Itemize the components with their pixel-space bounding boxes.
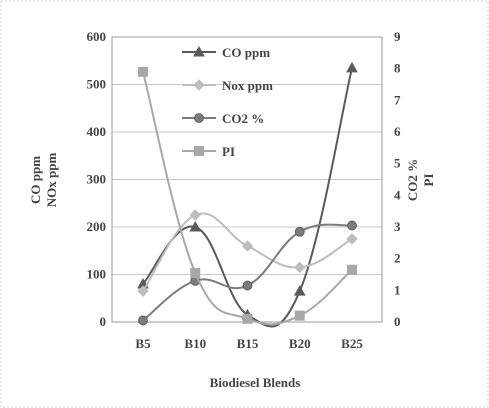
- y-tick-right-3: 3: [394, 219, 401, 234]
- series-line-co-ppm: [142, 67, 353, 328]
- point-co-ppm-B25: [346, 61, 358, 73]
- series-co2: [138, 220, 357, 326]
- point-co-ppm-B10: [189, 220, 202, 232]
- x-axis-label: Biodiesel Blends: [210, 375, 301, 390]
- gridlines: [112, 84, 382, 275]
- x-tick-B15: B15: [237, 336, 259, 351]
- y-tick-right-0: 0: [394, 314, 401, 329]
- legend-marker-co2: [194, 113, 204, 123]
- y-tick-right-6: 6: [394, 124, 401, 139]
- point-nox-ppm-B5: [137, 285, 149, 297]
- x-tick-B5: B5: [135, 336, 151, 351]
- legend-item-co2: CO2 %: [182, 111, 264, 126]
- point-co-ppm-B20: [293, 285, 306, 296]
- point-pi-B15: [242, 313, 253, 324]
- point-nox-ppm-B25: [346, 233, 358, 245]
- y-tick-right-5: 5: [394, 156, 401, 171]
- y-axis-label-left-1: CO ppm: [28, 156, 43, 204]
- point-pi-B25: [347, 264, 357, 275]
- y-tick-left-400: 400: [87, 124, 107, 139]
- series-line-pi: [142, 71, 353, 326]
- legend-item-co-ppm: CO ppm: [182, 45, 270, 60]
- y-tick-left-100: 100: [87, 267, 107, 282]
- y-tick-right-9: 9: [394, 29, 401, 44]
- y-tick-left-600: 600: [87, 29, 107, 44]
- series-nox-ppm: [137, 209, 358, 297]
- y-tick-right-7: 7: [394, 92, 401, 107]
- y-tick-left-300: 300: [87, 172, 107, 187]
- point-pi-B20: [294, 310, 305, 321]
- y-tick-right-4: 4: [394, 187, 401, 202]
- legend-label-pi: PI: [222, 144, 235, 159]
- legend-marker-nox-ppm: [193, 79, 205, 91]
- legend-marker-pi: [194, 146, 204, 156]
- y-axis-label-left-2: NOx ppm: [44, 153, 59, 208]
- y-tick-left-500: 500: [87, 77, 107, 92]
- x-tick-B20: B20: [289, 336, 311, 351]
- series-layer: [137, 61, 358, 328]
- legend-item-nox-ppm: Nox ppm: [182, 78, 273, 93]
- legend-item-pi: PI: [182, 144, 235, 159]
- legend-label-nox-ppm: Nox ppm: [222, 78, 273, 93]
- point-nox-ppm-B15: [241, 240, 254, 252]
- legend-label-co2: CO2 %: [222, 111, 264, 126]
- point-co2-B15: [242, 280, 253, 291]
- series-pi: [138, 66, 357, 326]
- x-tick-B10: B10: [184, 336, 206, 351]
- y-tick-left-200: 200: [87, 219, 107, 234]
- point-co2-B20: [294, 226, 305, 237]
- point-co2-B5: [138, 315, 148, 326]
- y-tick-right-2: 2: [394, 251, 401, 266]
- legend-label-co-ppm: CO ppm: [222, 45, 270, 60]
- point-co2-B25: [347, 220, 357, 231]
- y-tick-right-1: 1: [394, 282, 401, 297]
- legend: CO ppm Nox ppm CO2 % PI: [182, 45, 273, 159]
- point-pi-B5: [138, 66, 148, 77]
- y-axis-label-right-1: CO2 %: [405, 159, 420, 201]
- point-pi-B10: [190, 267, 201, 278]
- legend-marker-co-ppm: [193, 45, 205, 57]
- axes: 0 100 200 300 400 500 600 0 1 2 3 4 5 6 7 8 9 B5 B10 B15 B20…: [87, 29, 402, 351]
- y-tick-left-0: 0: [100, 314, 107, 329]
- x-tick-B25: B25: [341, 336, 363, 351]
- point-nox-ppm-B20: [294, 261, 306, 274]
- y-tick-right-8: 8: [394, 61, 401, 76]
- point-nox-ppm-B10: [189, 209, 201, 221]
- y-axis-label-right-2: PI: [421, 174, 436, 187]
